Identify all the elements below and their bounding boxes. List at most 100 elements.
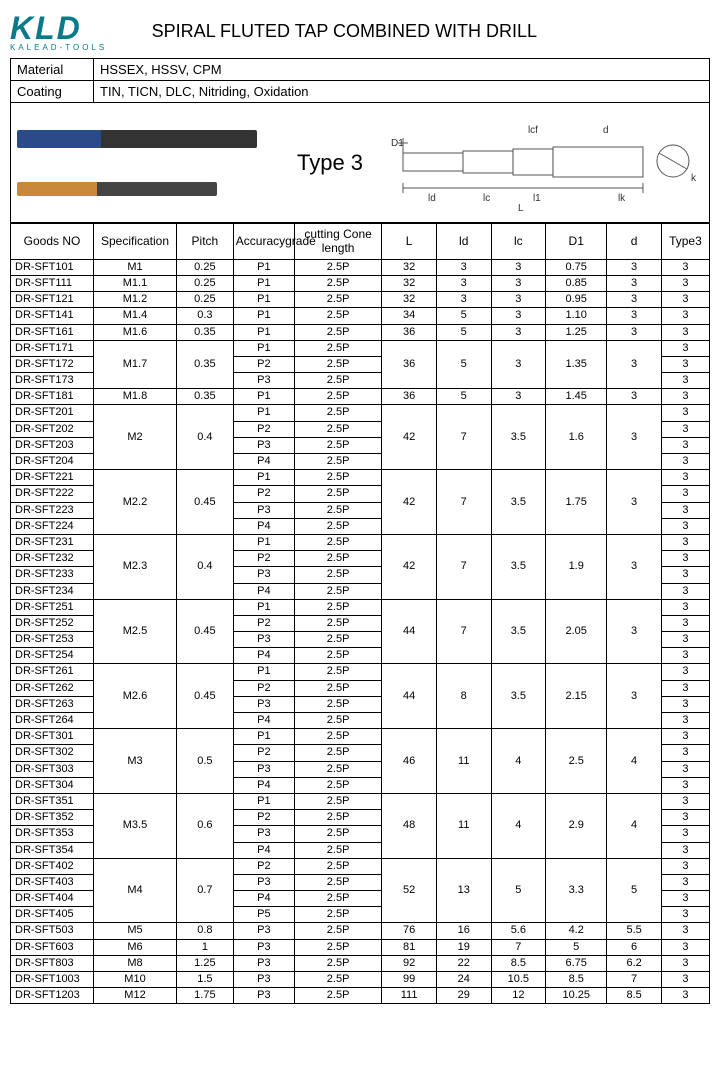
col-goods: Goods NO (11, 224, 94, 260)
cell-accuracy: P5 (233, 907, 294, 923)
cell-goods: DR-SFT803 (11, 955, 94, 971)
cell-lc: 3 (491, 340, 546, 389)
cell-spec: M10 (94, 972, 177, 988)
cell-accuracy: P2 (233, 745, 294, 761)
cell-cone: 2.5P (294, 437, 381, 453)
cell-d: 4 (607, 793, 662, 858)
cell-lc: 3 (491, 324, 546, 340)
cell-accuracy: P4 (233, 454, 294, 470)
cell-cone: 2.5P (294, 907, 381, 923)
cell-accuracy: P4 (233, 648, 294, 664)
cell-lc: 8.5 (491, 955, 546, 971)
material-value: HSSEX, HSSV, CPM (94, 59, 710, 81)
cell-ld: 3 (436, 292, 491, 308)
cell-ld: 7 (436, 599, 491, 664)
cell-type: 3 (661, 810, 709, 826)
logo: KLD KALEAD-TOOLS (10, 10, 107, 52)
cell-lc: 3.5 (491, 470, 546, 535)
cell-cone: 2.5P (294, 826, 381, 842)
cell-cone: 2.5P (294, 858, 381, 874)
cell-D1: 8.5 (546, 972, 607, 988)
cell-lc: 3.5 (491, 599, 546, 664)
cell-spec: M1.6 (94, 324, 177, 340)
cell-accuracy: P1 (233, 534, 294, 550)
cell-type: 3 (661, 955, 709, 971)
cell-D1: 1.35 (546, 340, 607, 389)
cell-goods: DR-SFT262 (11, 680, 94, 696)
cell-ld: 11 (436, 793, 491, 858)
cell-cone: 2.5P (294, 486, 381, 502)
table-row: DR-SFT231M2.30.4P12.5P4273.51.933 (11, 534, 710, 550)
cell-pitch: 0.35 (177, 340, 234, 389)
cell-lc: 4 (491, 729, 546, 794)
cell-L: 36 (382, 340, 437, 389)
cell-accuracy: P4 (233, 518, 294, 534)
cell-ld: 22 (436, 955, 491, 971)
cell-type: 3 (661, 891, 709, 907)
cell-type: 3 (661, 567, 709, 583)
page-title: SPIRAL FLUTED TAP COMBINED WITH DRILL (152, 21, 537, 42)
cell-d: 7 (607, 972, 662, 988)
cell-d: 6 (607, 939, 662, 955)
cell-lc: 3.5 (491, 405, 546, 470)
cell-goods: DR-SFT301 (11, 729, 94, 745)
cell-D1: 1.9 (546, 534, 607, 599)
cell-pitch: 0.5 (177, 729, 234, 794)
cell-accuracy: P3 (233, 567, 294, 583)
cell-L: 81 (382, 939, 437, 955)
cell-type: 3 (661, 793, 709, 809)
cell-goods: DR-SFT303 (11, 761, 94, 777)
cell-lc: 3.5 (491, 534, 546, 599)
cell-D1: 1.6 (546, 405, 607, 470)
cell-type: 3 (661, 259, 709, 275)
cell-D1: 1.10 (546, 308, 607, 324)
cell-goods: DR-SFT181 (11, 389, 94, 405)
cell-spec: M5 (94, 923, 177, 939)
table-row: DR-SFT141M1.40.3P12.5P34531.1033 (11, 308, 710, 324)
cell-spec: M2.6 (94, 664, 177, 729)
cell-L: 76 (382, 923, 437, 939)
cell-type: 3 (661, 874, 709, 890)
cell-type: 3 (661, 680, 709, 696)
cell-d: 3 (607, 470, 662, 535)
col-L: L (382, 224, 437, 260)
cell-d: 3 (607, 389, 662, 405)
cell-cone: 2.5P (294, 583, 381, 599)
cell-type: 3 (661, 729, 709, 745)
cell-D1: 4.2 (546, 923, 607, 939)
cell-type: 3 (661, 583, 709, 599)
cell-spec: M3.5 (94, 793, 177, 858)
svg-text:lcf: lcf (528, 125, 538, 136)
cell-L: 36 (382, 389, 437, 405)
cell-type: 3 (661, 826, 709, 842)
cell-spec: M8 (94, 955, 177, 971)
cell-ld: 29 (436, 988, 491, 1004)
col-ld: ld (436, 224, 491, 260)
cell-D1: 0.85 (546, 275, 607, 291)
cell-pitch: 0.25 (177, 275, 234, 291)
cell-cone: 2.5P (294, 308, 381, 324)
cell-lc: 3 (491, 259, 546, 275)
cell-L: 46 (382, 729, 437, 794)
table-header-row: Goods NO Specification Pitch Accuracygra… (11, 224, 710, 260)
type-label: Type 3 (297, 150, 363, 176)
cell-accuracy: P3 (233, 696, 294, 712)
cell-spec: M2.2 (94, 470, 177, 535)
cell-spec: M1.2 (94, 292, 177, 308)
cell-L: 32 (382, 292, 437, 308)
cell-L: 44 (382, 599, 437, 664)
cell-L: 32 (382, 259, 437, 275)
col-accuracy: Accuracygrade (233, 224, 294, 260)
cell-D1: 2.5 (546, 729, 607, 794)
cell-cone: 2.5P (294, 340, 381, 356)
cell-spec: M1.8 (94, 389, 177, 405)
cell-type: 3 (661, 599, 709, 615)
svg-text:L: L (518, 202, 524, 212)
cell-accuracy: P4 (233, 583, 294, 599)
cell-lc: 7 (491, 939, 546, 955)
cell-cone: 2.5P (294, 599, 381, 615)
cell-accuracy: P1 (233, 729, 294, 745)
cell-D1: 1.45 (546, 389, 607, 405)
material-label: Material (11, 59, 94, 81)
cell-goods: DR-SFT352 (11, 810, 94, 826)
